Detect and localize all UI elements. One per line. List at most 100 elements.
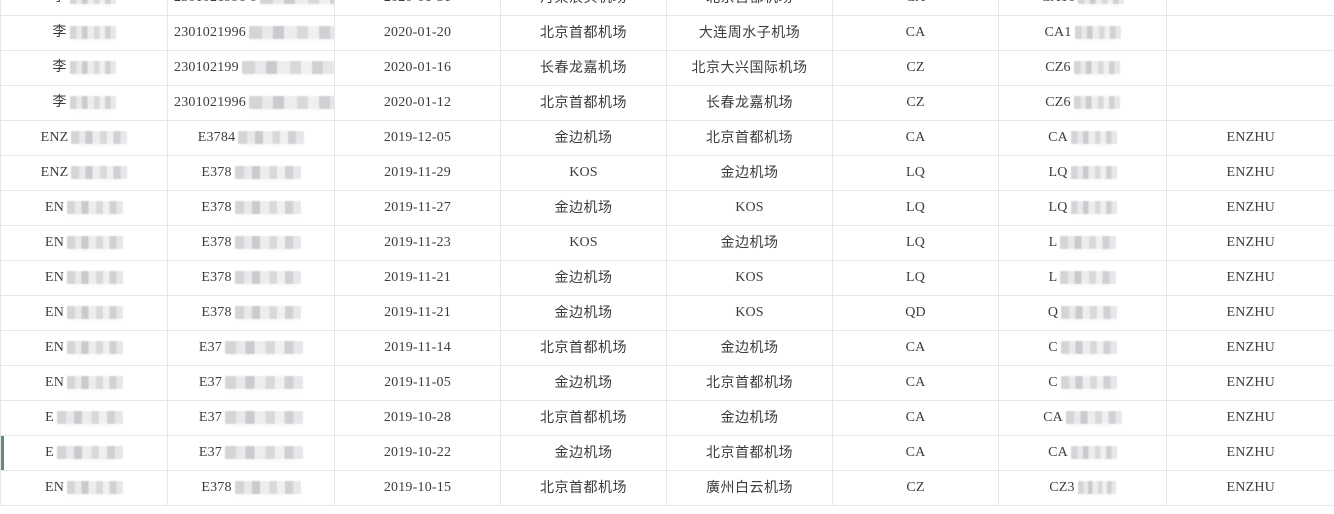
table-row[interactable]: E E37 2019-10-28 北京首都机场 金边机场 CA CA ENZHU	[0, 400, 1334, 436]
cell-id-number: E378	[167, 225, 335, 261]
redacted-value: EN	[45, 480, 124, 497]
cell-arrival-airport: KOS	[666, 260, 833, 296]
cell-arrival-airport: 长春龙嘉机场	[666, 85, 833, 121]
cell-airline-code: CA	[832, 435, 999, 471]
cell-flight-date: 2019-12-05	[334, 120, 501, 156]
table-row[interactable]: 李 2301021996 2020-01-12 北京首都机场 长春龙嘉机场 CZ CZ6	[0, 85, 1334, 121]
visible-prefix: 李	[52, 59, 67, 75]
cell-passenger-name: EN	[0, 225, 168, 261]
table-row[interactable]: 李 2301021996 0 2020-01-31丹東浪头机场北京首都机场CA CA1…	[0, 0, 1334, 16]
redaction-mask	[67, 306, 124, 320]
table-row[interactable]: EN E37 2019-11-05 金边机场 北京首都机场 CA C ENZHU	[0, 365, 1334, 401]
cell-arrival-airport: 北京首都机场	[666, 435, 833, 471]
cell-airline-code: CA	[832, 15, 999, 51]
redacted-value: CA	[1048, 445, 1117, 462]
cell-arrival-airport: KOS	[666, 295, 833, 331]
redacted-value: E37	[198, 409, 304, 427]
cell-id-number: 2301021996 0	[167, 0, 335, 16]
cell-arrival-airport: 金边机场	[666, 225, 833, 261]
cell-arrival-airport: KOS	[666, 190, 833, 226]
cell-flight-date: 2019-11-14	[334, 330, 501, 366]
cell-operator: ENZHU	[1166, 295, 1334, 331]
cell-departure-airport: 金边机场	[500, 260, 667, 296]
visible-prefix: CA	[1048, 129, 1068, 145]
redacted-value: Q	[1048, 305, 1118, 322]
visible-prefix: E37	[198, 409, 223, 425]
redacted-value: ENZ	[41, 130, 128, 147]
cell-flight-number: Q	[998, 295, 1167, 331]
redaction-mask	[1060, 236, 1117, 250]
redacted-value: E378	[201, 270, 301, 287]
visible-prefix: E37	[198, 374, 223, 390]
redaction-mask	[1073, 61, 1120, 75]
table-row[interactable]: 李 230102199 2020-01-16 长春龙嘉机场 北京大兴国际机场 CZ CZ6	[0, 50, 1334, 86]
cell-id-number: E378	[167, 470, 335, 506]
cell-operator: ENZHU	[1166, 470, 1334, 506]
visible-prefix: L	[1048, 269, 1058, 285]
table-row[interactable]: 李 2301021996 2020-01-20 北京首都机场 大连周水子机场 CA CA1	[0, 15, 1334, 51]
redaction-mask	[249, 96, 334, 110]
redacted-value: E378	[201, 480, 301, 497]
table-row[interactable]: EN E378 2019-11-21 金边机场 KOS QD Q ENZHU	[0, 295, 1334, 331]
cell-airline-code: CA	[832, 0, 999, 16]
table-row[interactable]: EN E378 2019-11-21 金边机场 KOS LQ L ENZHU	[0, 260, 1334, 296]
table-row[interactable]: EN E37 2019-11-14 北京首都机场 金边机场 CA C ENZHU	[0, 330, 1334, 366]
visible-prefix: 李	[52, 24, 67, 40]
redacted-value: 李	[52, 0, 116, 6]
visible-prefix: C	[1048, 374, 1058, 390]
cell-operator: ENZHU	[1166, 155, 1334, 191]
table-row[interactable]: EN E378 2019-10-15 北京首都机场 廣州白云机场 CZ CZ3 ENZHU	[0, 470, 1334, 506]
table-row[interactable]: ENZ E3784 2019-12-05 金边机场 北京首都机场 CA CA ENZHU	[0, 120, 1334, 156]
cell-id-number: 230102199	[167, 50, 335, 86]
redacted-value: E378	[201, 200, 301, 217]
redaction-mask	[1070, 166, 1117, 180]
redacted-value: 李	[52, 59, 116, 77]
cell-departure-airport: 北京首都机场	[500, 85, 667, 121]
redacted-value: 230102199	[174, 60, 334, 77]
table-row[interactable]: EN E378 2019-11-23 KOS 金边机场 LQ L ENZHU	[0, 225, 1334, 261]
visible-prefix: LQ	[1048, 164, 1068, 180]
cell-airline-code: LQ	[832, 225, 999, 261]
visible-prefix: ENZ	[40, 164, 69, 180]
redacted-value: CA16	[1041, 0, 1125, 6]
table-row[interactable]: ENZ E378 2019-11-29 KOS 金边机场 LQ LQ ENZHU	[0, 155, 1334, 191]
cell-id-number: E37	[167, 330, 335, 366]
redaction-mask	[1070, 131, 1117, 145]
cell-passenger-name: 李	[0, 85, 168, 121]
cell-arrival-airport: 金边机场	[666, 330, 833, 366]
table-row[interactable]: EN E378 2019-11-27 金边机场 KOS LQ LQ ENZHU	[0, 190, 1334, 226]
cell-operator: ENZHU	[1166, 190, 1334, 226]
visible-prefix: EN	[44, 339, 65, 355]
redaction-mask	[69, 0, 116, 5]
table-row[interactable]: E E37 2019-10-22 金边机场 北京首都机场 CA CA ENZHU	[0, 435, 1334, 471]
visible-prefix: 2301021996	[174, 94, 246, 110]
redaction-mask	[1073, 96, 1120, 110]
redaction-mask	[67, 376, 124, 390]
visible-prefix: 230102199	[174, 59, 239, 75]
cell-operator: ENZHU	[1166, 365, 1334, 401]
cell-arrival-airport: 金边机场	[666, 155, 833, 191]
redacted-value: E	[45, 410, 123, 427]
cell-passenger-name: EN	[0, 260, 168, 296]
redaction-mask	[56, 411, 123, 425]
cell-arrival-airport: 北京大兴国际机场	[666, 50, 833, 86]
redaction-mask	[225, 341, 304, 355]
cell-flight-date: 2019-11-27	[334, 190, 501, 226]
cell-flight-date: 2019-11-23	[334, 225, 501, 261]
redaction-mask	[1077, 481, 1116, 495]
redaction-mask	[234, 271, 301, 285]
cell-departure-airport: 金边机场	[500, 190, 667, 226]
cell-passenger-name: ENZ	[0, 155, 168, 191]
redaction-mask	[71, 131, 128, 145]
visible-prefix: CZ3	[1049, 479, 1075, 495]
redaction-mask	[1060, 376, 1117, 390]
cell-passenger-name: 李	[0, 50, 168, 86]
visible-prefix: C	[1048, 339, 1058, 355]
cell-flight-number: CZ3	[998, 470, 1167, 506]
cell-departure-airport: KOS	[500, 155, 667, 191]
visible-prefix: EN	[44, 234, 65, 250]
cell-departure-airport: 长春龙嘉机场	[500, 50, 667, 86]
